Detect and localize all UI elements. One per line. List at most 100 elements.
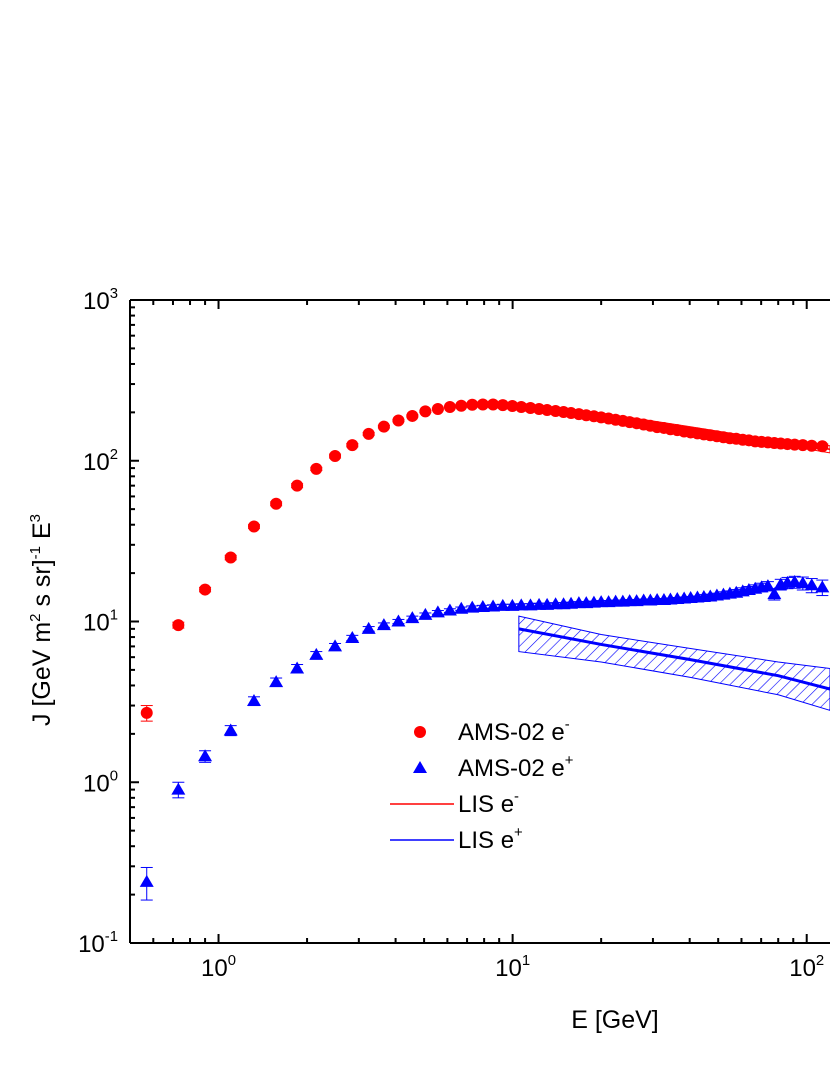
data-point-electron: [377, 420, 390, 433]
y-axis-label-part: 3: [27, 514, 44, 522]
data-point-electron: [816, 440, 829, 453]
legend-label: LIS e+: [458, 825, 523, 854]
legend-label-exp: +: [565, 753, 574, 769]
data-point-positron: [139, 874, 154, 887]
legend-label-exp: -: [565, 717, 570, 733]
y-axis-label-part: J [GeV m: [28, 622, 56, 726]
data-point-positron: [198, 749, 213, 762]
legend-label-exp: +: [514, 825, 523, 841]
legend-label: LIS e-: [458, 789, 519, 818]
legend-symbol-triangle: [413, 761, 427, 773]
data-point-positron: [486, 599, 501, 612]
x-tick-label-base: 10: [495, 955, 522, 982]
y-axis-label-part: E: [28, 522, 56, 546]
y-axis-label-part: 2: [27, 613, 44, 621]
data-point-electron: [199, 583, 212, 596]
data-point-positron: [495, 598, 510, 611]
x-tick-label-exp: 0: [228, 953, 236, 969]
y-tick-label-base: 10: [83, 770, 110, 797]
legend-label: AMS-02 e+: [458, 753, 573, 782]
x-tick-label: 101: [495, 953, 530, 982]
data-point-positron: [391, 614, 406, 627]
data-point-positron: [223, 723, 238, 736]
legend: AMS-02 e-AMS-02 e+LIS e-LIS e+: [390, 717, 573, 854]
data-point-electron: [487, 398, 500, 411]
data-point-positron: [246, 694, 261, 707]
lis-band-3: [518, 615, 830, 711]
data-point-electron: [455, 399, 468, 412]
y-tick-label-exp: 1: [110, 608, 118, 624]
data-point-electron: [329, 450, 342, 463]
data-point-electron: [310, 462, 323, 475]
data-point-positron: [475, 600, 490, 613]
data-point-electron: [515, 400, 528, 413]
x-tick-label-exp: 2: [816, 953, 824, 969]
legend-symbol-circle: [414, 726, 426, 738]
data-point-electron: [346, 439, 359, 452]
data-point-positron: [405, 611, 420, 624]
data-point-positron: [795, 576, 810, 589]
lis-line-3: [518, 627, 830, 691]
data-point-electron: [291, 479, 304, 492]
legend-label-exp: -: [514, 789, 519, 805]
y-tick-label: 102: [83, 447, 118, 476]
y-tick-label: 100: [83, 768, 118, 797]
data-point-positron: [418, 607, 433, 620]
y-axis-label-part: s sr]: [28, 559, 56, 613]
data-point-positron: [361, 621, 376, 634]
data-point-electron: [172, 619, 185, 632]
axis-labels: E [GeV]J [GeV m2 s sr]-1 E3: [27, 514, 659, 1034]
data-point-positron: [442, 603, 457, 616]
y-tick-label-base: 10: [83, 288, 110, 315]
y-tick-label: 10-1: [78, 929, 118, 958]
y-axis-label-part: -1: [27, 546, 44, 559]
data-point-positron: [376, 618, 391, 631]
y-tick-label-base: 10: [83, 449, 110, 476]
x-axis-label: E [GeV]: [571, 1006, 659, 1034]
data-point-positron: [171, 782, 186, 795]
legend-label-base: LIS e: [458, 827, 514, 854]
data-point-positron: [290, 661, 305, 674]
data-point-positron: [454, 601, 469, 614]
data-point-positron: [430, 605, 445, 618]
data-point-electron: [362, 427, 375, 440]
data-point-positron: [309, 647, 324, 660]
y-axis-label: J [GeV m2 s sr]-1 E3: [27, 514, 56, 726]
legend-label-base: AMS-02 e: [458, 719, 565, 746]
data-point-positron: [269, 675, 284, 688]
y-tick-label-base: 10: [83, 610, 110, 637]
y-tick-label: 103: [83, 286, 118, 315]
data-point-positron: [815, 580, 830, 593]
y-tick-label: 101: [83, 608, 118, 637]
x-tick-label-base: 10: [201, 955, 228, 982]
data-point-positron: [465, 600, 480, 613]
legend-label-base: AMS-02 e: [458, 755, 565, 782]
data-point-electron: [805, 439, 818, 452]
data-point-positron: [767, 587, 782, 600]
x-tick-label: 102: [789, 953, 824, 982]
data-point-electron: [224, 551, 237, 564]
data-point-electron: [270, 497, 283, 510]
data-point-electron: [476, 398, 489, 411]
y-tick-label-base: 10: [78, 931, 105, 958]
plot-area: [139, 398, 830, 901]
data-point-electron: [392, 414, 405, 427]
data-point-electron: [247, 520, 260, 533]
data-point-electron: [443, 400, 456, 413]
legend-label: AMS-02 e-: [458, 717, 570, 746]
data-point-positron: [345, 630, 360, 643]
data-point-electron: [506, 400, 519, 413]
data-point-positron: [328, 639, 343, 652]
y-tick-label-exp: 2: [110, 447, 118, 463]
data-point-electron: [466, 398, 479, 411]
data-point-electron: [419, 405, 432, 418]
data-point-electron: [406, 409, 419, 422]
data-point-electron: [496, 399, 509, 412]
legend-label-base: LIS e: [458, 791, 514, 818]
y-tick-label-exp: 0: [110, 768, 118, 784]
x-tick-label-exp: 1: [522, 953, 530, 969]
y-tick-label-exp: -1: [105, 929, 118, 945]
data-point-positron: [804, 578, 819, 591]
